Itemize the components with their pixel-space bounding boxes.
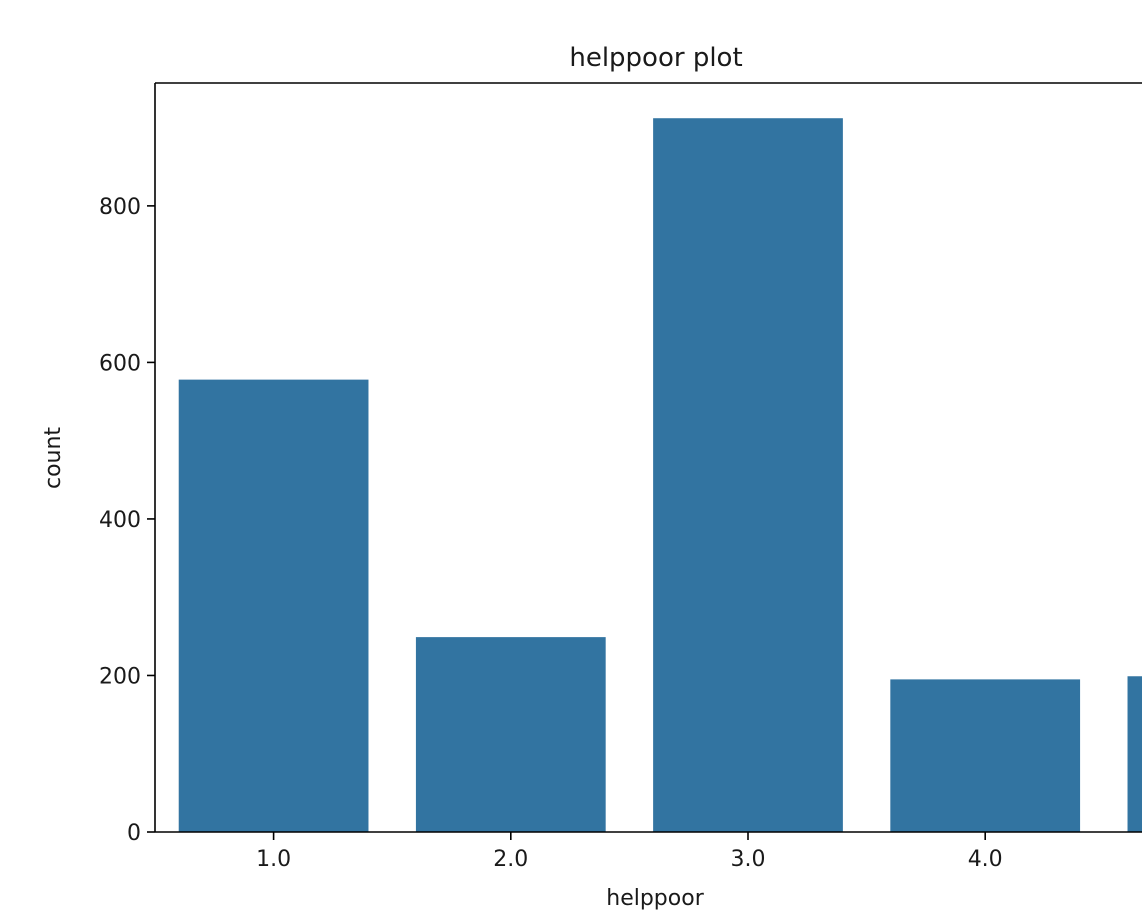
y-tick-label: 400 [99,508,141,533]
chart-title: helppoor plot [569,43,742,73]
y-axis-label: count [41,427,66,489]
x-tick-label: 2.0 [493,847,528,872]
x-tick-label: 3.0 [731,847,766,872]
y-tick-label: 800 [99,195,141,220]
bar-5.0 [1127,676,1142,832]
y-tick-label: 0 [127,821,141,846]
bars-group [178,118,1142,833]
x-tick-label: 4.0 [968,847,1003,872]
x-tick-label: 1.0 [256,847,291,872]
y-tick-label: 600 [99,351,141,376]
x-axis-label: helppoor [606,886,704,911]
bar-3.0 [653,118,843,833]
bar-1.0 [178,379,369,832]
bar-2.0 [415,637,606,832]
y-tick-label: 200 [99,664,141,689]
bar-4.0 [890,679,1081,832]
y-axis-ticks: 0 200 400 600 800 [99,195,155,846]
x-axis-ticks: 1.02.03.04.05.0 [256,832,1003,872]
